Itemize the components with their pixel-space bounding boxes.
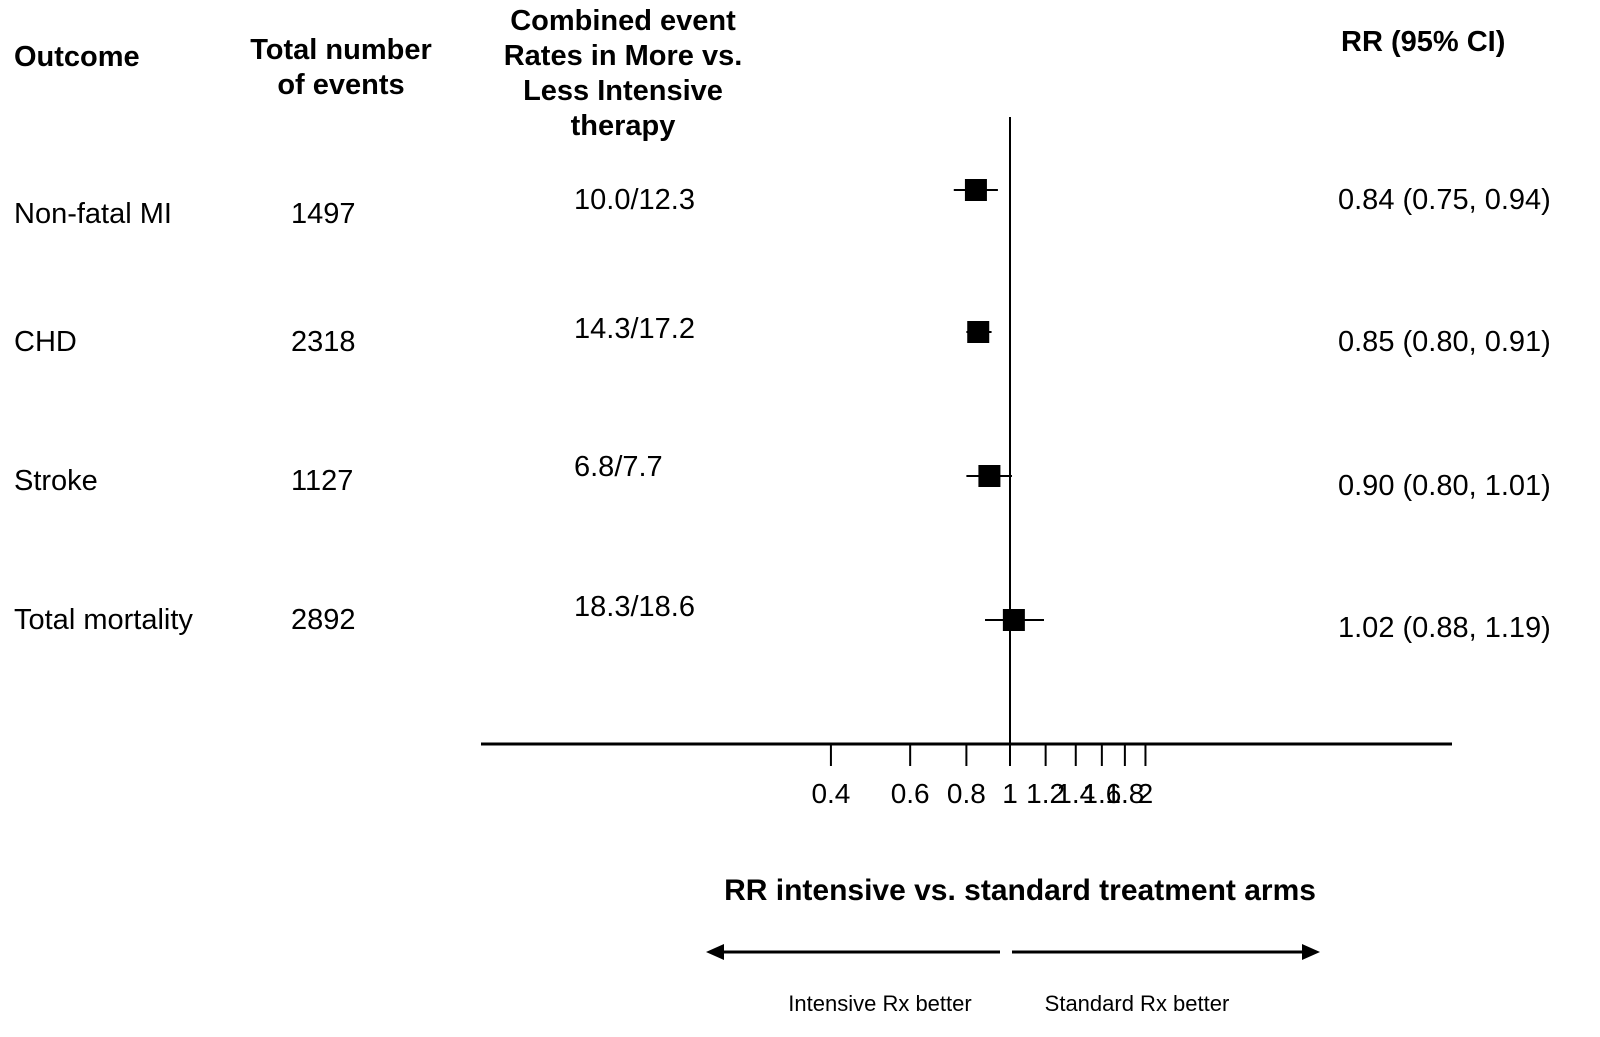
event-rates-stroke: 6.8/7.7 [574, 451, 663, 483]
estimate-marks [953, 179, 1044, 631]
x-axis-label: RR intensive vs. standard treatment arms [724, 874, 1316, 907]
rr-ci-header: RR (95% CI) [1341, 26, 1506, 58]
x-axis-tick-labels: 0.4 0.6 0.8 1 1.21.41.61.82 [811, 778, 1153, 809]
event-rates-non-fatal-mi: 10.0/12.3 [574, 184, 695, 216]
rr-ci-stroke: 0.90 (0.80, 1.01) [1338, 470, 1551, 502]
outcome-label-stroke: Stroke [14, 465, 98, 497]
event-rates-total-mortality: 18.3/18.6 [574, 591, 695, 623]
rr-ci-chd: 0.85 (0.80, 0.91) [1338, 326, 1551, 358]
event-rates-header-line-1: Combined event [510, 5, 736, 37]
outcome-header: Outcome [14, 41, 140, 73]
x-tick-label-1.8: 1.8 [1105, 778, 1144, 809]
event-rates-header-line-3: Less Intensive [523, 75, 723, 107]
x-tick-label-0.6: 0.6 [891, 778, 930, 809]
total-events-stroke: 1127 [291, 465, 354, 497]
total-events-header: Total number of events [236, 33, 446, 103]
x-axis-ticks [829, 744, 1147, 766]
x-tick-label-1.2: 1.2 [1026, 778, 1065, 809]
total-events-total-mortality: 2892 [291, 604, 356, 636]
point-estimate-total-mortality [1002, 609, 1025, 631]
outcome-label-chd: CHD [14, 326, 77, 358]
intensive-better-label: Intensive Rx better [788, 991, 971, 1016]
event-rates-header: Combined event Rates in More vs. Less In… [483, 4, 763, 144]
total-events-non-fatal-mi: 1497 [291, 198, 356, 230]
x-tick-label-2: 2 [1138, 778, 1154, 809]
total-events-chd: 2318 [291, 326, 356, 358]
x-tick-label-0.8: 0.8 [947, 778, 986, 809]
left-arrow-icon [706, 944, 724, 960]
event-rates-chd: 14.3/17.2 [574, 313, 695, 345]
right-arrow-icon [1302, 944, 1320, 960]
x-tick-label-0.4: 0.4 [811, 778, 850, 809]
x-tick-label-1.4: 1.4 [1056, 778, 1095, 809]
total-events-header-line-2: of events [277, 69, 405, 101]
point-estimate-stroke [978, 465, 1001, 487]
point-estimate-chd [967, 321, 990, 343]
outcome-label-total-mortality: Total mortality [14, 604, 193, 636]
x-tick-label-1: 1 [1002, 778, 1018, 809]
event-rates-header-line-2: Rates in More vs. [503, 40, 743, 72]
standard-better-label: Standard Rx better [1045, 991, 1230, 1016]
outcome-label-non-fatal-mi: Non-fatal MI [14, 198, 172, 230]
total-events-header-line-1: Total number [250, 34, 432, 66]
rr-ci-non-fatal-mi: 0.84 (0.75, 0.94) [1338, 184, 1551, 216]
point-estimate-non-fatal-mi [964, 179, 987, 201]
rr-ci-total-mortality: 1.02 (0.88, 1.19) [1338, 612, 1551, 644]
x-tick-label-1.6: 1.6 [1082, 778, 1121, 809]
event-rates-header-line-4: therapy [570, 110, 676, 142]
